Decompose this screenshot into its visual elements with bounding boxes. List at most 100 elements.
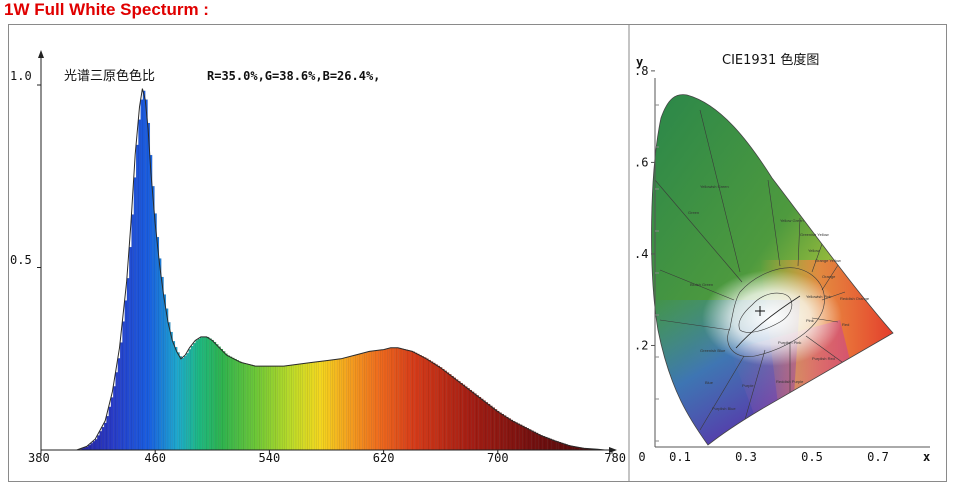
- cie-ytick-label: .8: [634, 64, 648, 78]
- spectrum-bar: [478, 396, 482, 451]
- spectrum-bar: [282, 365, 285, 451]
- spectrum-y-arrow: [38, 50, 44, 58]
- spectrum-bar: [119, 342, 123, 451]
- spectrum-bar: [425, 358, 429, 451]
- spectrum-bar: [553, 440, 557, 451]
- spectrum-bar: [343, 357, 347, 451]
- spectrum-bar: [240, 362, 244, 451]
- spectrum-outline: [76, 88, 605, 451]
- cie-xtick-label: 0.3: [735, 450, 757, 464]
- spectrum-bar: [307, 362, 310, 451]
- spectrum-bar: [238, 361, 242, 451]
- spectrum-bar: [352, 355, 356, 451]
- spectrum-bar: [387, 348, 390, 451]
- cie-horseshoe-outline: [651, 94, 894, 446]
- spectrum-bar: [202, 336, 205, 451]
- spectrum-bar: [348, 356, 352, 451]
- spectrum-bar: [446, 372, 450, 451]
- spectrum-bar: [245, 363, 249, 451]
- cie-region-label: Reddish Purple: [776, 379, 804, 384]
- spectrum-bar: [339, 358, 342, 451]
- spectrum-bar: [99, 431, 103, 451]
- spectrum-bar: [263, 365, 267, 451]
- spectrum-bar: [135, 144, 139, 451]
- spectrum-bar: [469, 389, 473, 451]
- cie-region-label: Red: [842, 322, 849, 327]
- spectrum-bar: [167, 322, 171, 451]
- spectrum-title: 光谱三原色色比: [64, 68, 155, 84]
- spectrum-bar: [487, 403, 491, 451]
- spectrum-bar: [277, 365, 281, 451]
- spectrum-bar: [471, 391, 475, 451]
- spectrum-bar: [364, 352, 368, 451]
- spectrum-bar: [346, 357, 349, 451]
- spectrum-bar: [140, 99, 144, 451]
- spectrum-bar: [547, 437, 550, 451]
- spectrum-bar: [259, 365, 262, 451]
- spectrum-bar: [512, 421, 516, 451]
- spectrum-bar: [451, 375, 454, 451]
- spectrum-bar: [368, 351, 372, 451]
- spectrum-bar: [460, 382, 463, 451]
- cie-title: CIE1931 色度图: [722, 52, 819, 68]
- spectrum-xtick-label: 540: [259, 451, 281, 465]
- spectrum-bar: [172, 341, 176, 451]
- spectrum-bar: [243, 362, 246, 451]
- spectrum-bar: [101, 426, 105, 451]
- spectrum-bar: [334, 359, 338, 451]
- cie-region-label: Reddish Orange: [840, 296, 870, 301]
- spectrum-bar: [302, 363, 306, 451]
- spectrum-bar: [412, 351, 415, 451]
- spectrum-bar: [483, 400, 486, 451]
- spectrum-bar: [373, 350, 377, 451]
- spectrum-bar: [199, 337, 203, 451]
- spectrum-bar: [528, 429, 532, 451]
- spectrum-bar: [533, 431, 537, 451]
- spectrum-bar: [485, 402, 489, 451]
- spectrum-bar: [542, 436, 546, 451]
- spectrum-bar: [161, 276, 164, 451]
- spectrum-bar: [300, 363, 304, 451]
- spectrum-bar: [366, 351, 370, 451]
- spectrum-bar: [398, 347, 402, 451]
- spectrum-bar: [220, 348, 224, 451]
- spectrum-xtick-label: 780: [604, 451, 626, 465]
- spectrum-bar: [556, 441, 559, 451]
- page-title: 1W Full White Specturm :: [4, 0, 209, 19]
- cie-region-label: Orange: [822, 274, 836, 279]
- spectrum-ratio-annotation: R=35.0%,G=38.6%,B=26.4%,: [207, 69, 380, 83]
- spectrum-bar: [515, 422, 518, 451]
- spectrum-bar: [357, 354, 361, 451]
- spectrum-bar: [414, 352, 418, 451]
- spectrum-bar: [380, 349, 384, 451]
- spectrum-bar: [275, 365, 278, 451]
- spectrum-bar: [254, 365, 258, 451]
- cie-region-label: Blue: [705, 380, 714, 385]
- spectrum-bar: [284, 365, 288, 451]
- spectrum-bar: [423, 357, 427, 451]
- spectrum-bar: [126, 278, 130, 451]
- spectrum-xtick-label: 460: [144, 451, 166, 465]
- spectrum-bar: [467, 388, 470, 451]
- cie-region-label: Green: [688, 210, 699, 215]
- spectrum-bar: [204, 336, 208, 451]
- spectrum-bar: [142, 90, 146, 451]
- spectrum-bar: [359, 353, 363, 451]
- spectrum-xtick-label: 380: [28, 451, 50, 465]
- spectrum-bar: [549, 438, 553, 451]
- spectrum-bar: [288, 365, 292, 451]
- spectrum-bar: [115, 372, 119, 451]
- spectrum-bar: [544, 436, 548, 451]
- spectrum-bar: [298, 364, 301, 451]
- spectrum-bar: [206, 336, 210, 451]
- spectrum-bar: [181, 357, 185, 451]
- spectrum-bar: [531, 430, 534, 451]
- cie-x-tick-labels: 0 0.1 0.3 0.5 0.7: [638, 450, 888, 464]
- spectrum-bar: [430, 361, 434, 451]
- cie-region-label: Yellow Green: [780, 218, 804, 223]
- spectrum-bar: [453, 377, 457, 451]
- spectrum-bar: [355, 354, 358, 451]
- spectrum-bar: [391, 347, 395, 451]
- cie-horseshoe: [651, 94, 893, 445]
- spectrum-bar: [250, 364, 253, 451]
